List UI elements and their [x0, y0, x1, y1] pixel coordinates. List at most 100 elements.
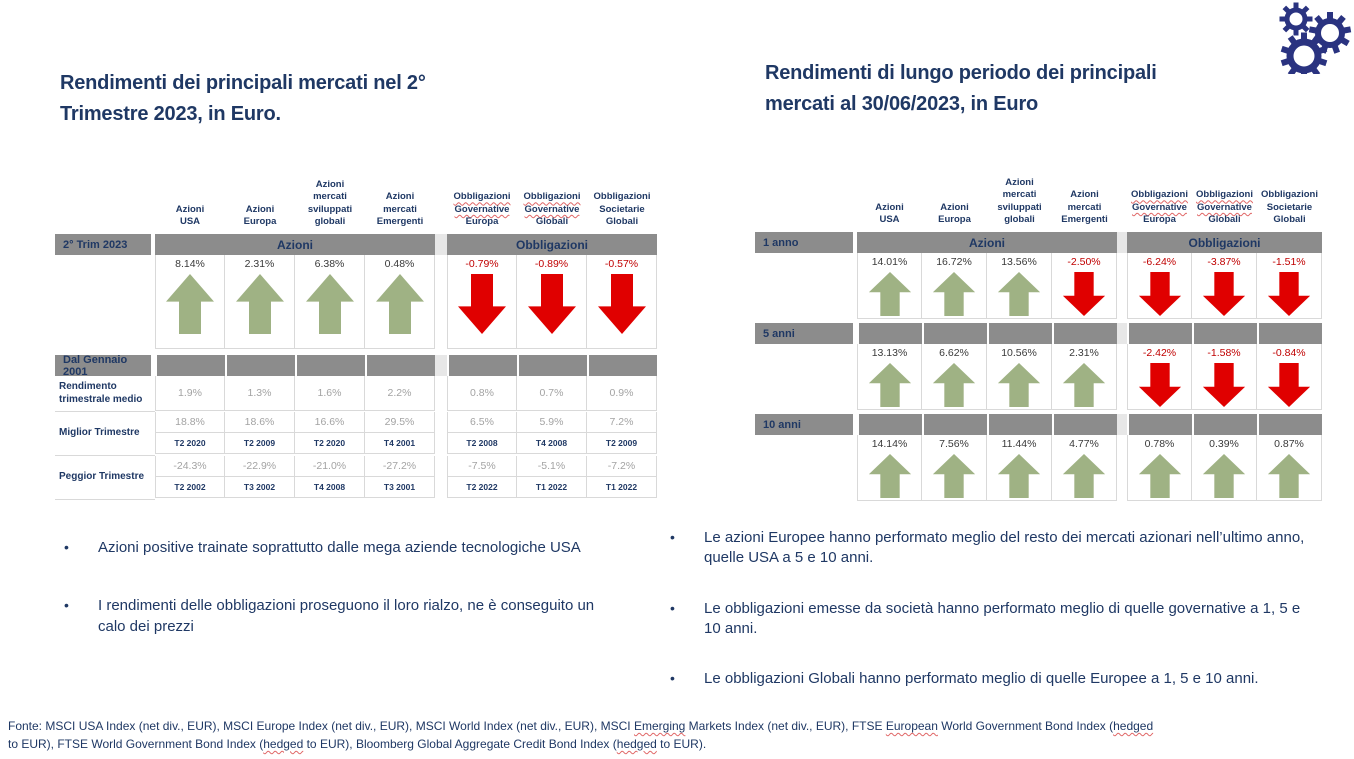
stat-value: -7.2% — [607, 460, 636, 472]
band-segment — [1257, 323, 1322, 344]
column-header: Azioni USA — [155, 172, 225, 234]
footnote-line: Fonte: MSCI USA Index (net div., EUR), M… — [8, 718, 1348, 736]
values-row: 14.14% 7.56% 11.44% 4.77% 0.78% 0.39% 0.87% — [755, 435, 1322, 501]
return-value: 10.56% — [1001, 347, 1037, 359]
stat-group-cells: -24.3% -22.9% -21.0% -27.2% -7.5% -5.1% -7.2% T… — [155, 456, 657, 500]
quarter-label: T1 2022 — [605, 482, 638, 492]
band-segment — [1257, 414, 1322, 435]
value-cell: 14.14% — [857, 435, 922, 501]
column-header-line: Governative — [454, 203, 510, 215]
spacer — [755, 170, 857, 232]
source-footnote: Fonte: MSCI USA Index (net div., EUR), M… — [8, 718, 1348, 754]
right-title-line-1: Rendimenti di lungo periodo dei principa… — [765, 62, 1157, 84]
stat-cell: T3 2002 — [225, 477, 295, 498]
return-value: 0.78% — [1144, 438, 1175, 450]
spacer — [1117, 170, 1127, 232]
values-row: 14.01% 16.72% 13.56% -2.50% -6.24% -3.87% -1.5… — [755, 253, 1322, 319]
stat-value: 0.8% — [470, 387, 494, 399]
column-header-line: Globali — [605, 216, 639, 228]
band-divider — [1117, 323, 1127, 344]
return-value: 14.01% — [871, 256, 908, 268]
band-segment — [155, 355, 225, 376]
stat-cell: 1.9% — [155, 376, 225, 411]
return-value: -0.57% — [604, 258, 639, 270]
down-arrow-icon — [1202, 363, 1246, 407]
right-bullet-list: • Le azioni Europee hanno performato megl… — [668, 528, 1318, 719]
value-cell: 11.44% — [987, 435, 1052, 501]
stat-row-label: Miglior Trimestre — [55, 412, 155, 456]
quarter-label: T2 2020 — [174, 438, 206, 448]
down-arrow-icon — [458, 274, 506, 334]
band-segment — [517, 355, 587, 376]
stat-cell: -21.0% — [295, 456, 365, 477]
band-segment — [987, 414, 1052, 435]
footnote-segment: hedged — [616, 736, 657, 751]
return-value: 6.38% — [314, 258, 345, 270]
column-header: Azioni mercati sviluppati globali — [295, 172, 365, 234]
stat-group: Miglior Trimestre 18.8% 18.6% 16.6% 29.5% 6.5… — [55, 412, 657, 456]
up-arrow-icon — [1062, 454, 1106, 498]
column-headers-row: Azioni USA Azioni Europa Azioni mercati svilup… — [755, 170, 1322, 232]
value-cell: 4.77% — [1052, 435, 1117, 501]
value-cell: 6.62% — [922, 344, 987, 410]
column-header-line: Obbligazioni — [1131, 189, 1188, 201]
value-cell: -3.87% — [1192, 253, 1257, 319]
quarter-label: T2 2002 — [174, 482, 206, 492]
column-header-line: Globali — [1273, 214, 1306, 226]
stat-value: 1.6% — [317, 387, 342, 399]
return-value: -0.89% — [534, 258, 569, 270]
up-arrow-icon — [868, 272, 911, 316]
column-header-line: Governative — [524, 203, 580, 215]
spacer — [435, 456, 447, 477]
value-cell: -1.58% — [1192, 344, 1257, 410]
bullet-dot: • — [670, 529, 675, 545]
spacer — [435, 477, 447, 498]
value-cell: 10.56% — [987, 344, 1052, 410]
stat-value: 18.8% — [175, 416, 205, 428]
spacer — [435, 376, 447, 411]
return-value: 7.56% — [939, 438, 969, 450]
values-row: 13.13% 6.62% 10.56% 2.31% -2.42% -1.58% -0.84% — [755, 344, 1322, 410]
stat-value: 5.9% — [539, 416, 564, 428]
bullet-item: • Azioni positive trainate soprattutto da… — [62, 538, 622, 558]
stat-cell: 6.5% — [447, 412, 517, 433]
stat-cell: -24.3% — [155, 456, 225, 477]
stat-cell: 16.6% — [295, 412, 365, 433]
band-segment — [1192, 323, 1257, 344]
up-arrow-icon — [375, 274, 424, 334]
stat-cell: T2 2009 — [587, 433, 657, 454]
band-segment — [1052, 414, 1117, 435]
column-header-line: Europa — [1143, 214, 1176, 226]
up-arrow-icon — [235, 274, 284, 334]
column-header-line: Azioni — [1005, 176, 1034, 188]
column-header-line: mercati — [1067, 201, 1102, 213]
section-band-label: 5 anni — [755, 323, 853, 344]
stat-cell: 1.3% — [225, 376, 295, 411]
quarter-label: T4 2001 — [383, 438, 416, 448]
right-panel-title: Rendimenti di lungo periodo dei principa… — [765, 58, 1157, 120]
stat-group: Peggior Trimestre -24.3% -22.9% -21.0% -27.2… — [55, 456, 657, 500]
column-header: Obbligazioni Societarie Globali — [1257, 170, 1322, 232]
stat-value: 7.2% — [609, 416, 634, 428]
down-arrow-icon — [1267, 363, 1311, 407]
column-header-line: Obbligazioni — [1196, 189, 1253, 201]
down-arrow-icon — [1062, 272, 1106, 316]
band-segment — [1127, 323, 1192, 344]
stat-cell: 0.9% — [587, 376, 657, 411]
column-header-line: globali — [1004, 214, 1035, 226]
band-segment — [295, 355, 365, 376]
value-cell: -2.42% — [1127, 344, 1192, 410]
spacer — [435, 172, 447, 234]
column-header-line: sviluppati — [307, 203, 353, 215]
stat-value: -5.1% — [537, 460, 566, 472]
column-header-line: Globali — [535, 216, 569, 228]
value-cell: 7.56% — [922, 435, 987, 501]
return-value: -2.42% — [1142, 347, 1177, 359]
stat-cell: T2 2009 — [225, 433, 295, 454]
section-band-label: 2° Trim 2023 — [55, 234, 151, 255]
section-band-label: 1 anno — [755, 232, 853, 253]
spacer — [435, 433, 447, 454]
column-header-line: Obbligazioni — [453, 191, 511, 203]
stat-row-label: Rendimento trimestrale medio — [55, 376, 155, 412]
stat-cell: 18.6% — [225, 412, 295, 433]
